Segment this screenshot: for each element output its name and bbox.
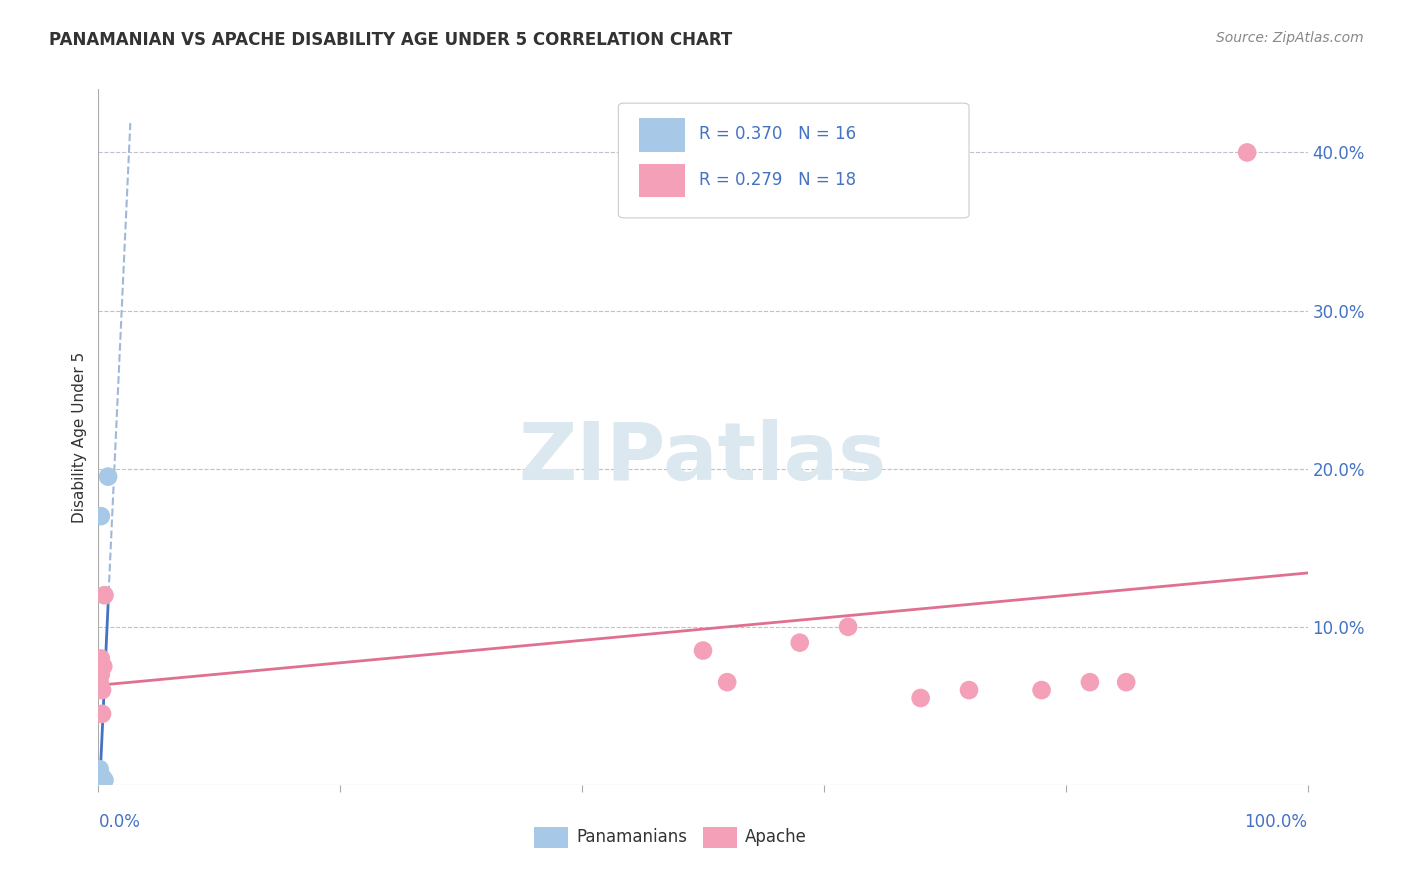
Point xyxy=(97,469,120,483)
Point xyxy=(89,765,111,780)
Point xyxy=(90,770,112,784)
Point xyxy=(837,620,859,634)
Point xyxy=(90,776,112,790)
Point xyxy=(1236,145,1258,160)
Point xyxy=(910,690,932,705)
FancyBboxPatch shape xyxy=(619,103,969,218)
Point xyxy=(90,773,112,788)
Point xyxy=(1031,683,1053,698)
Point xyxy=(89,675,111,690)
Text: Source: ZipAtlas.com: Source: ZipAtlas.com xyxy=(1216,31,1364,45)
FancyBboxPatch shape xyxy=(534,827,568,847)
Point xyxy=(91,774,114,789)
Text: 0.0%: 0.0% xyxy=(98,813,141,830)
FancyBboxPatch shape xyxy=(638,119,685,152)
Point xyxy=(91,706,114,721)
Point xyxy=(91,770,114,784)
Point xyxy=(91,772,114,786)
Point xyxy=(93,588,115,602)
Point xyxy=(692,643,714,657)
Y-axis label: Disability Age Under 5: Disability Age Under 5 xyxy=(72,351,87,523)
Point xyxy=(1078,675,1101,690)
Text: 100.0%: 100.0% xyxy=(1244,813,1308,830)
Point xyxy=(716,675,738,690)
Point xyxy=(93,773,115,788)
Text: Apache: Apache xyxy=(745,828,807,847)
Point xyxy=(91,776,114,790)
Text: R = 0.279   N = 18: R = 0.279 N = 18 xyxy=(699,170,856,188)
Point xyxy=(90,651,112,665)
FancyBboxPatch shape xyxy=(703,827,737,847)
Point xyxy=(91,683,114,698)
Point xyxy=(91,773,114,788)
Point xyxy=(789,635,811,649)
Text: PANAMANIAN VS APACHE DISABILITY AGE UNDER 5 CORRELATION CHART: PANAMANIAN VS APACHE DISABILITY AGE UNDE… xyxy=(49,31,733,49)
Point xyxy=(957,683,980,698)
Text: Panamanians: Panamanians xyxy=(576,828,688,847)
Point xyxy=(89,773,111,788)
Point xyxy=(89,770,111,784)
Text: ZIPatlas: ZIPatlas xyxy=(519,419,887,497)
Point xyxy=(89,762,111,776)
Point xyxy=(90,667,112,681)
Point xyxy=(89,776,111,790)
Point xyxy=(1115,675,1137,690)
Point xyxy=(90,509,112,524)
FancyBboxPatch shape xyxy=(638,163,685,197)
Text: R = 0.370   N = 16: R = 0.370 N = 16 xyxy=(699,126,856,144)
Point xyxy=(89,659,111,673)
Point xyxy=(91,659,114,673)
